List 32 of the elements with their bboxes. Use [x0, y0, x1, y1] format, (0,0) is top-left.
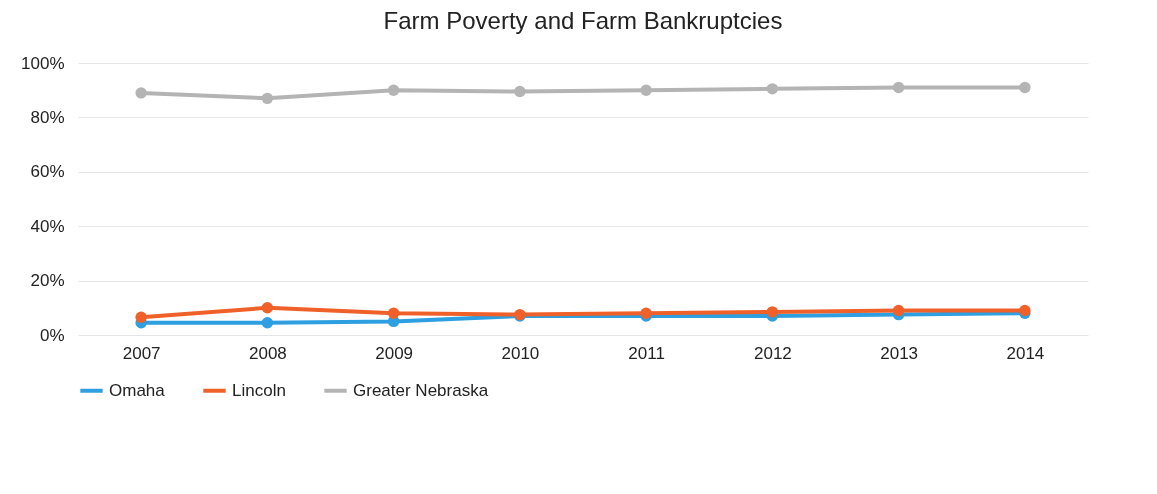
point	[766, 83, 779, 95]
legend-label: Omaha	[109, 380, 166, 400]
y-tick-label: 80%	[30, 107, 65, 127]
point	[261, 92, 274, 105]
y-tick-label: 100%	[21, 53, 65, 73]
x-tick-label: 2014	[1006, 343, 1045, 363]
chart-title: Farm Poverty and Farm Bankruptcies	[383, 7, 783, 34]
y-tick-label: 0%	[39, 325, 65, 345]
point	[135, 311, 147, 324]
x-tick-label: 2013	[880, 343, 919, 363]
legend-label: Greater Nebraska	[353, 380, 489, 400]
point	[387, 84, 400, 96]
x-tick-label: 2007	[122, 343, 161, 363]
x-tick-label: 2010	[501, 343, 540, 363]
x-tick-label: 2009	[375, 343, 414, 363]
legend-label: Lincoln	[232, 380, 286, 400]
point	[514, 85, 526, 98]
point	[261, 302, 274, 314]
point	[135, 87, 147, 99]
point	[640, 84, 652, 96]
point	[1019, 81, 1031, 94]
point	[261, 317, 274, 329]
point	[892, 81, 905, 94]
y-tick-label: 40%	[30, 216, 65, 236]
y-tick-label: 60%	[30, 162, 65, 182]
point	[892, 304, 905, 317]
x-tick-label: 2012	[753, 343, 792, 363]
point	[387, 307, 400, 319]
point	[766, 306, 779, 318]
x-tick-label: 2008	[248, 343, 287, 363]
y-tick-label: 20%	[30, 271, 65, 291]
x-tick-label: 2011	[628, 343, 665, 363]
